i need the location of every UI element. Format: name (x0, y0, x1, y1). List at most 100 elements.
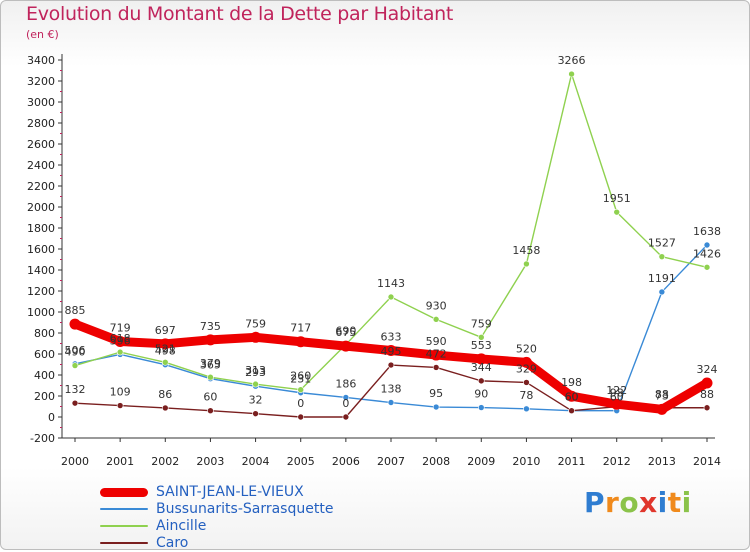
data-point (342, 413, 350, 421)
data-label: 60 (565, 391, 579, 404)
data-label: 735 (200, 320, 221, 333)
data-label: 1951 (603, 192, 631, 205)
data-label: 379 (200, 357, 221, 370)
data-point (432, 316, 440, 323)
data-label: 0 (342, 397, 349, 410)
data-point (430, 349, 442, 361)
data-point (116, 402, 124, 409)
y-tick-label: 1600 (27, 243, 55, 256)
x-tick-label: 2004 (242, 455, 270, 468)
data-label: 260 (290, 370, 311, 383)
legend-label: Aincille (156, 518, 207, 534)
data-point (204, 334, 216, 346)
data-point (568, 70, 575, 78)
data-point (703, 263, 711, 271)
data-label: 231 (290, 373, 311, 386)
data-label: 138 (381, 383, 402, 396)
x-tick-label: 2001 (106, 455, 134, 468)
y-tick-label: 1800 (27, 222, 55, 235)
data-label: 498 (155, 345, 176, 358)
data-label: 675 (335, 326, 356, 339)
data-label: 1426 (693, 247, 721, 260)
data-label: 930 (426, 299, 447, 312)
logo-char-r: r (605, 486, 620, 519)
data-point (475, 353, 487, 365)
data-point (658, 288, 666, 296)
data-point (432, 364, 440, 371)
y-tick-label: 2600 (27, 138, 55, 151)
data-point (387, 361, 395, 369)
data-label: 344 (471, 361, 492, 374)
y-tick-label: 1000 (27, 306, 55, 319)
data-label: 472 (426, 347, 447, 360)
data-point (656, 403, 668, 415)
data-point (342, 394, 350, 401)
data-point (387, 399, 395, 406)
data-point (523, 405, 530, 413)
data-point (116, 348, 124, 356)
data-label: 32 (249, 394, 263, 407)
legend-label: Caro (156, 535, 189, 551)
y-tick-label: 3000 (27, 96, 55, 109)
y-tick-label: 0 (48, 411, 55, 424)
y-tick-label: 800 (34, 327, 55, 340)
data-point (250, 331, 262, 343)
logo-char-t: t (667, 486, 682, 519)
x-tick-label: 2003 (196, 455, 224, 468)
logo-char-o: o (619, 486, 640, 519)
data-label: 697 (155, 324, 176, 337)
y-tick-label: 2800 (27, 117, 55, 130)
x-tick-label: 2013 (648, 455, 676, 468)
data-label: 329 (516, 362, 537, 375)
y-tick-label: -200 (30, 432, 55, 445)
proxiti-logo: Proxiti (584, 486, 692, 519)
data-label: 90 (474, 388, 488, 401)
data-point (385, 345, 397, 357)
data-label: 60 (203, 391, 217, 404)
data-point (69, 318, 81, 330)
data-point (520, 356, 532, 368)
data-point (207, 373, 214, 381)
y-tick-label: 400 (34, 369, 55, 382)
y-tick-label: 200 (34, 390, 55, 403)
x-tick-label: 2008 (422, 455, 450, 468)
data-label: 1143 (377, 277, 405, 290)
data-label: 109 (110, 386, 131, 399)
data-label: 88 (655, 388, 669, 401)
data-label: 1191 (648, 272, 676, 285)
data-point (432, 403, 440, 411)
data-label: 521 (155, 342, 176, 355)
data-label: 759 (471, 317, 492, 330)
data-label: 365 (200, 359, 221, 372)
x-tick-label: 2000 (61, 455, 89, 468)
data-label: 95 (429, 387, 443, 400)
data-point (611, 398, 623, 410)
data-point (114, 336, 126, 348)
data-label: 3266 (558, 54, 586, 67)
data-label: 132 (65, 383, 86, 396)
data-point (159, 338, 171, 350)
y-tick-label: 3400 (27, 54, 55, 67)
data-label: 506 (65, 344, 86, 357)
data-label: 885 (65, 304, 86, 317)
data-point (71, 362, 79, 369)
logo-char-x: x (639, 486, 658, 519)
x-tick-label: 2011 (558, 455, 586, 468)
data-point (297, 386, 305, 394)
data-label: 596 (110, 334, 131, 347)
data-label: 73 (655, 389, 669, 402)
data-label: 759 (245, 317, 266, 330)
data-label: 618 (110, 332, 131, 345)
data-label: 490 (65, 346, 86, 359)
legend-swatch (100, 487, 148, 497)
x-tick-label: 2009 (467, 455, 495, 468)
y-tick-label: 3200 (27, 75, 55, 88)
data-point (523, 260, 530, 268)
data-label: 122 (606, 384, 627, 397)
data-label: 88 (700, 388, 714, 401)
data-label: 98 (610, 387, 624, 400)
data-label: 633 (381, 331, 402, 344)
legend-swatch (100, 542, 148, 544)
data-point (297, 413, 305, 421)
data-label: 1638 (693, 225, 721, 238)
